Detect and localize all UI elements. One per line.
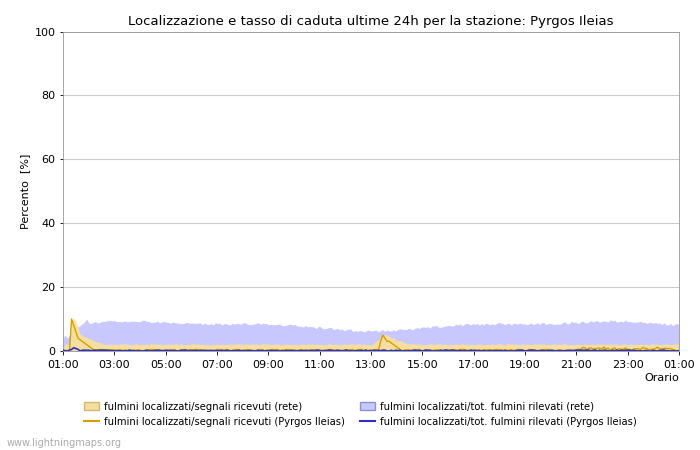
Legend: fulmini localizzati/segnali ricevuti (rete), fulmini localizzati/segnali ricevut: fulmini localizzati/segnali ricevuti (re… (80, 397, 641, 431)
Text: www.lightningmaps.org: www.lightningmaps.org (7, 438, 122, 448)
Title: Localizzazione e tasso di caduta ultime 24h per la stazione: Pyrgos Ileias: Localizzazione e tasso di caduta ultime … (128, 14, 614, 27)
Y-axis label: Percento  [%]: Percento [%] (20, 153, 30, 229)
Text: Orario: Orario (644, 374, 679, 383)
